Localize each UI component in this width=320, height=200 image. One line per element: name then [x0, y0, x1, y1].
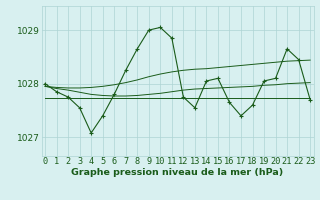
X-axis label: Graphe pression niveau de la mer (hPa): Graphe pression niveau de la mer (hPa): [71, 168, 284, 177]
